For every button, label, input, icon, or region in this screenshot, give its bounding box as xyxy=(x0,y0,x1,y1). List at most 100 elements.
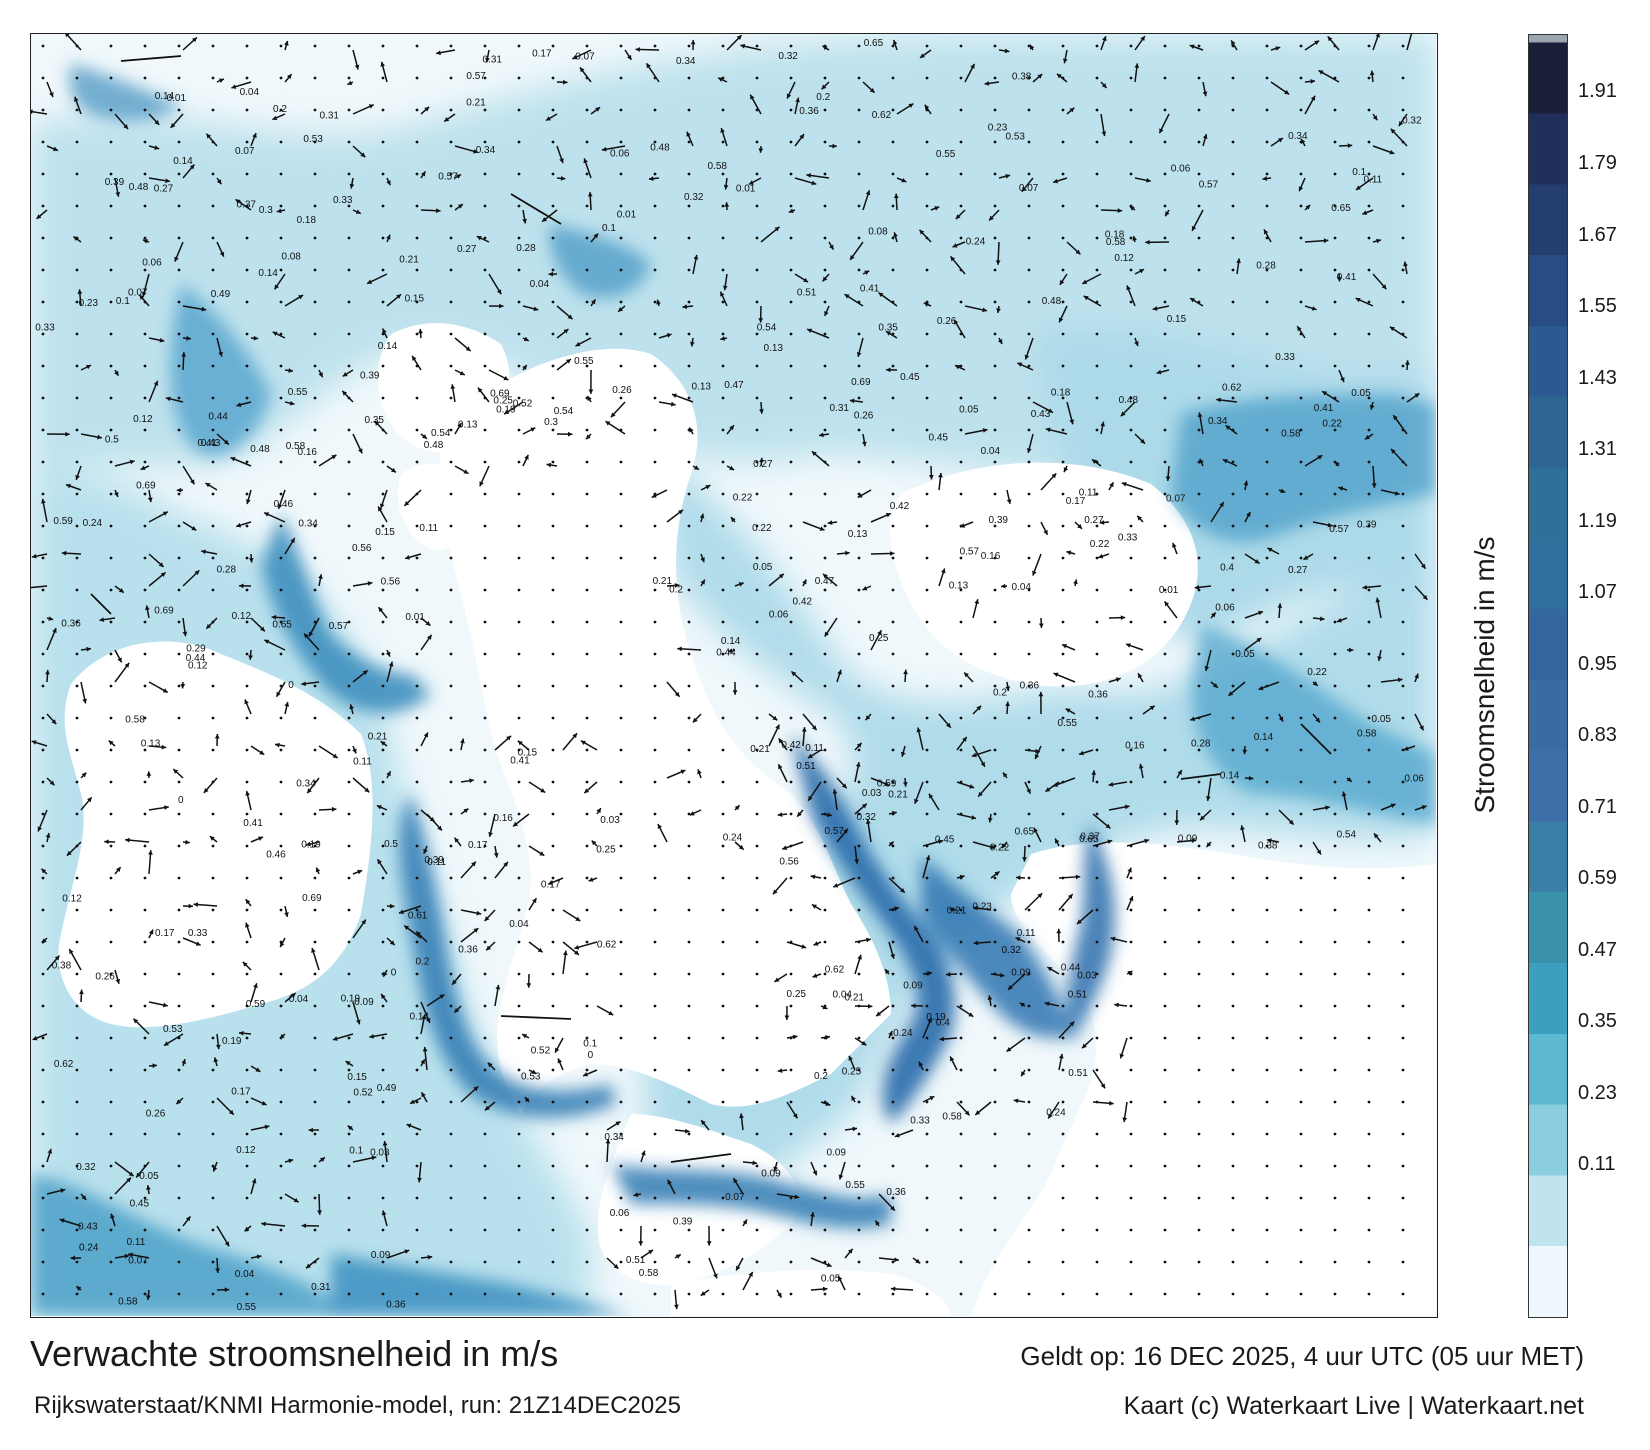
current-arrow xyxy=(888,810,897,816)
colorbar-tick: 0.59 xyxy=(1578,867,1617,889)
grid-dot xyxy=(1333,300,1337,304)
current-arrow xyxy=(922,839,943,847)
grid-dot xyxy=(415,620,419,624)
current-arrow xyxy=(571,49,592,60)
grid-dot xyxy=(721,780,725,784)
grid-dot xyxy=(1129,140,1133,144)
grid-dot xyxy=(1027,1164,1031,1168)
grid-dot xyxy=(959,1068,963,1072)
grid-dot xyxy=(1095,1228,1099,1232)
grid-dot xyxy=(279,172,283,176)
speed-label: 0.07 xyxy=(1166,493,1186,504)
grid-dot xyxy=(381,1132,385,1136)
grid-dot xyxy=(755,716,759,720)
grid-dot xyxy=(891,1164,895,1168)
speed-label: 0.47 xyxy=(724,380,744,391)
grid-dot xyxy=(755,44,759,48)
current-arrow xyxy=(454,173,462,179)
current-arrow xyxy=(381,328,388,339)
current-arrow xyxy=(1108,481,1115,491)
grid-dot xyxy=(755,620,759,624)
grid-dot xyxy=(177,748,181,752)
grid-dot xyxy=(687,1004,691,1008)
current-arrow xyxy=(315,867,321,875)
grid-dot xyxy=(1027,1260,1031,1264)
current-arrow xyxy=(1099,520,1110,525)
grid-dot xyxy=(177,716,181,720)
grid-dot xyxy=(619,940,623,944)
grid-dot xyxy=(1265,1132,1269,1136)
grid-dot xyxy=(75,396,79,400)
grid-dot xyxy=(1095,780,1099,784)
speed-label: 0.37 xyxy=(1080,832,1100,843)
grid-dot xyxy=(415,1164,419,1168)
speed-label: 0.39 xyxy=(989,515,1009,526)
current-arrow xyxy=(774,973,788,983)
speed-label: 0.14 xyxy=(1220,771,1240,782)
grid-dot xyxy=(517,364,521,368)
grid-dot xyxy=(925,1228,929,1232)
grid-dot xyxy=(143,844,147,848)
current-arrow xyxy=(238,1030,252,1036)
grid-dot xyxy=(585,236,589,240)
current-arrow xyxy=(114,369,120,377)
grid-dot xyxy=(721,44,725,48)
speed-label: 0.31 xyxy=(830,403,850,414)
current-arrow xyxy=(104,839,116,845)
grid-dot xyxy=(279,1132,283,1136)
speed-label: 0.48 xyxy=(250,444,270,455)
grid-dot xyxy=(381,140,385,144)
current-arrow xyxy=(954,364,966,371)
current-arrow xyxy=(1242,745,1248,755)
map-canvas: 0.450.580.120.270.14 0.20.570.470.340.150… xyxy=(31,34,1436,1316)
speed-label: 0.54 xyxy=(431,428,451,439)
speed-label: 0.41 xyxy=(510,756,530,767)
grid-dot xyxy=(211,524,215,528)
grid-dot xyxy=(1333,588,1337,592)
grid-dot xyxy=(245,972,249,976)
grid-dot xyxy=(483,108,487,112)
grid-dot xyxy=(551,1260,555,1264)
current-arrow xyxy=(1390,128,1408,147)
current-arrow xyxy=(485,941,496,951)
grid-dot xyxy=(789,652,793,656)
grid-dot xyxy=(1197,396,1201,400)
grid-dot xyxy=(1027,108,1031,112)
speed-label: 0.11 xyxy=(1364,175,1383,186)
grid-dot xyxy=(959,940,963,944)
speed-label: 0.62 xyxy=(872,110,892,121)
current-arrow xyxy=(216,1287,230,1293)
current-arrow xyxy=(420,732,429,747)
current-arrow xyxy=(645,62,660,83)
current-arrow xyxy=(633,1192,642,1198)
speed-label: 0.46 xyxy=(266,850,286,861)
grid-dot xyxy=(721,1004,725,1008)
grid-dot xyxy=(1061,364,1065,368)
current-arrow xyxy=(1174,809,1180,825)
speed-label: 0.52 xyxy=(513,399,533,410)
current-speed-map[interactable]: 0.45 0.58 0.12 0.27 0.14 0.2 0.57 0.47 0.34 0.15 0… xyxy=(30,33,1438,1318)
current-arrow xyxy=(1005,701,1010,715)
current-arrow xyxy=(250,1065,261,1073)
grid-dot xyxy=(585,268,589,272)
grid-dot xyxy=(1367,716,1371,720)
grid-dot xyxy=(653,716,657,720)
grid-dot xyxy=(619,108,623,112)
grid-dot xyxy=(1333,524,1337,528)
grid-dot xyxy=(959,236,963,240)
grid-dot xyxy=(1333,652,1337,656)
grid-dot xyxy=(1129,780,1133,784)
current-arrow xyxy=(182,569,200,587)
speed-label: 0.19 xyxy=(301,840,321,851)
current-arrow xyxy=(1278,713,1284,722)
grid-dot xyxy=(925,492,929,496)
current-arrow xyxy=(588,369,594,394)
grid-dot xyxy=(1265,556,1269,560)
grid-dot xyxy=(1333,1068,1337,1072)
grid-dot xyxy=(1367,332,1371,336)
current-arrow xyxy=(856,337,864,358)
grid-dot xyxy=(347,524,351,528)
grid-dot xyxy=(415,556,419,560)
grid-dot xyxy=(177,588,181,592)
current-arrow xyxy=(1126,970,1133,976)
